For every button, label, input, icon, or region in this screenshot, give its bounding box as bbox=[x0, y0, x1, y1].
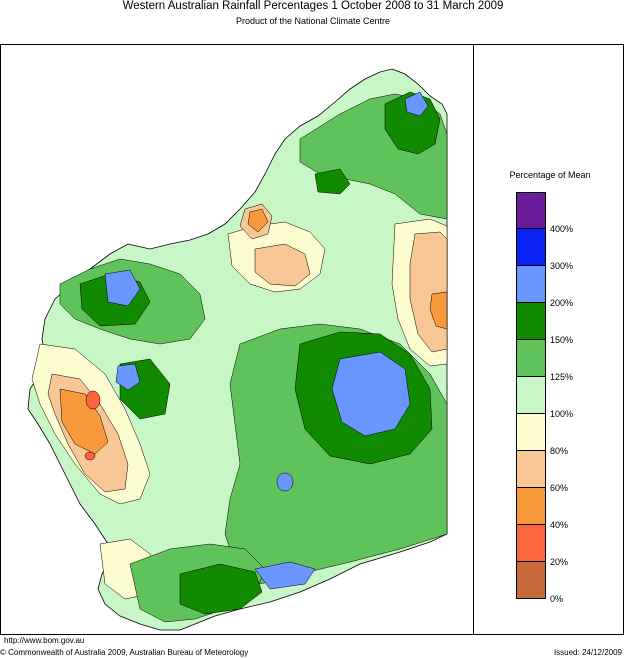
zone-200-300-a bbox=[331, 351, 411, 437]
legend-label: 40% bbox=[550, 520, 569, 530]
map-title: Western Australian Rainfall Percentages … bbox=[122, 0, 504, 12]
legend-swatch bbox=[517, 414, 545, 451]
legend-swatch bbox=[517, 488, 545, 525]
legend-swatch bbox=[517, 377, 545, 414]
zone-200-300-e bbox=[254, 561, 316, 590]
legend-label: 60% bbox=[550, 483, 569, 493]
map-subtitle: Product of the National Climate Centre bbox=[235, 16, 391, 26]
legend-label: 100% bbox=[550, 409, 574, 419]
zone-200-300-b bbox=[104, 269, 141, 307]
copyright-text: © Commonwealth of Australia 2009, Austra… bbox=[0, 648, 249, 657]
legend-swatch bbox=[517, 451, 545, 488]
legend-swatch bbox=[517, 303, 545, 340]
zone-60-80-a bbox=[254, 243, 311, 287]
legend-label: 200% bbox=[550, 298, 574, 308]
legend-label: 0% bbox=[550, 594, 564, 604]
zone-20-40-a bbox=[85, 390, 101, 410]
legend-swatch bbox=[517, 229, 545, 266]
legend-swatch bbox=[517, 525, 545, 562]
source-url[interactable]: http://www.bom.gov.au bbox=[4, 636, 85, 645]
zone-150-200-f bbox=[314, 168, 351, 195]
zone-40-60-c bbox=[247, 208, 269, 233]
legend-swatch bbox=[517, 340, 545, 377]
legend-label: 150% bbox=[550, 335, 574, 345]
legend-swatch bbox=[517, 266, 545, 303]
zone-200-300-f bbox=[276, 472, 294, 492]
zone-40-60-b bbox=[429, 291, 448, 330]
issued-date: Issued: 24/12/2009 bbox=[553, 648, 622, 657]
legend-title: Percentage of Mean bbox=[509, 170, 591, 180]
zone-150-200-e bbox=[179, 563, 263, 615]
legend-label: 20% bbox=[550, 557, 569, 567]
legend-swatch bbox=[517, 192, 545, 229]
legend-divider bbox=[473, 44, 474, 635]
legend-label: 125% bbox=[550, 372, 574, 382]
legend-swatch bbox=[517, 562, 545, 599]
legend-color-bar bbox=[516, 192, 546, 599]
legend-label: 400% bbox=[550, 224, 574, 234]
zone-200-300-d bbox=[404, 91, 429, 117]
zone-20-40-b bbox=[84, 451, 96, 461]
legend-label: 300% bbox=[550, 261, 574, 271]
zone-200-300-c bbox=[115, 363, 141, 391]
rainfall-map bbox=[27, 68, 448, 631]
legend-label: 80% bbox=[550, 446, 569, 456]
